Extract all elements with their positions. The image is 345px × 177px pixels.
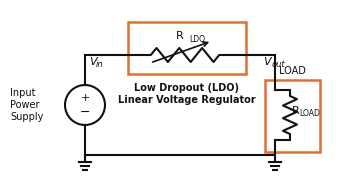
Text: LDO: LDO bbox=[189, 35, 205, 44]
Text: R: R bbox=[176, 31, 184, 41]
Text: R: R bbox=[292, 106, 300, 116]
Text: Supply: Supply bbox=[10, 112, 43, 122]
Bar bbox=[128, 22, 246, 74]
Text: Linear Voltage Regulator: Linear Voltage Regulator bbox=[118, 95, 256, 105]
Bar bbox=[265, 80, 320, 152]
Text: V: V bbox=[263, 57, 271, 67]
Text: in: in bbox=[96, 60, 104, 69]
Text: +: + bbox=[80, 93, 90, 103]
Text: Power: Power bbox=[10, 100, 39, 110]
Text: V: V bbox=[89, 57, 97, 67]
Text: out: out bbox=[272, 60, 286, 69]
Text: LOAD: LOAD bbox=[279, 66, 306, 76]
Text: −: − bbox=[80, 105, 90, 118]
Text: Input: Input bbox=[10, 88, 36, 98]
Text: Low Dropout (LDO): Low Dropout (LDO) bbox=[135, 83, 239, 93]
Text: LOAD: LOAD bbox=[299, 110, 320, 118]
